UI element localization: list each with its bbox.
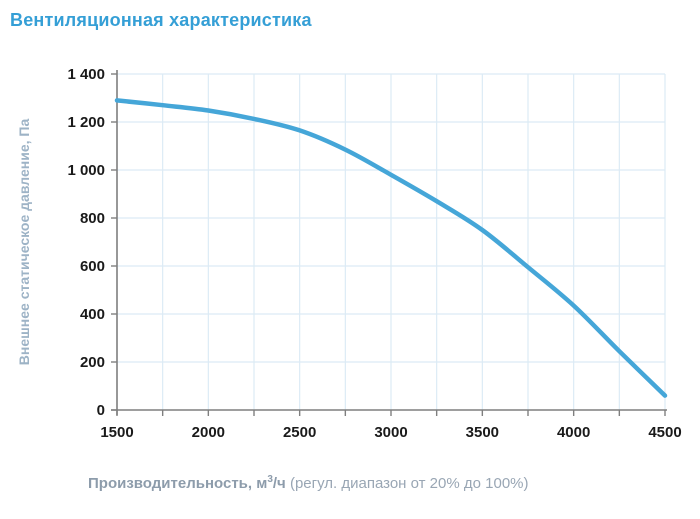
y-tick-label: 1 200: [67, 114, 105, 131]
y-tick-label: 1 000: [67, 162, 105, 179]
x-axis-title-sup: 3: [267, 474, 273, 485]
y-tick-label: 0: [97, 402, 105, 419]
x-tick-label: 4500: [648, 424, 681, 441]
y-axis-title: Внешнее статическое давление, Па: [16, 118, 32, 366]
y-tick-label: 800: [80, 210, 105, 227]
fan-curve-line: [114, 98, 668, 398]
x-axis-title-regular: (регул. диапазон от 20% до 100%): [285, 475, 529, 492]
x-tick-label: 2500: [283, 424, 316, 441]
y-tick-label: 600: [80, 258, 105, 275]
page-title: Вентиляционная характеристика: [10, 10, 312, 30]
x-axis-title-bold: Производительность, м: [88, 475, 268, 492]
x-tick-label: 2000: [192, 424, 225, 441]
x-tick-label: 3000: [374, 424, 407, 441]
x-tick-label: 3500: [466, 424, 499, 441]
x-axis-title-unit: /ч: [272, 475, 286, 492]
x-tick-label: 4000: [557, 424, 590, 441]
y-tick-label: 400: [80, 306, 105, 323]
x-tick-label: 1500: [100, 424, 133, 441]
y-tick-label: 1 400: [67, 66, 105, 83]
x-axis-title: Производительность, м3/ч (регул. диапазо…: [88, 474, 529, 492]
y-tick-label: 200: [80, 354, 105, 371]
